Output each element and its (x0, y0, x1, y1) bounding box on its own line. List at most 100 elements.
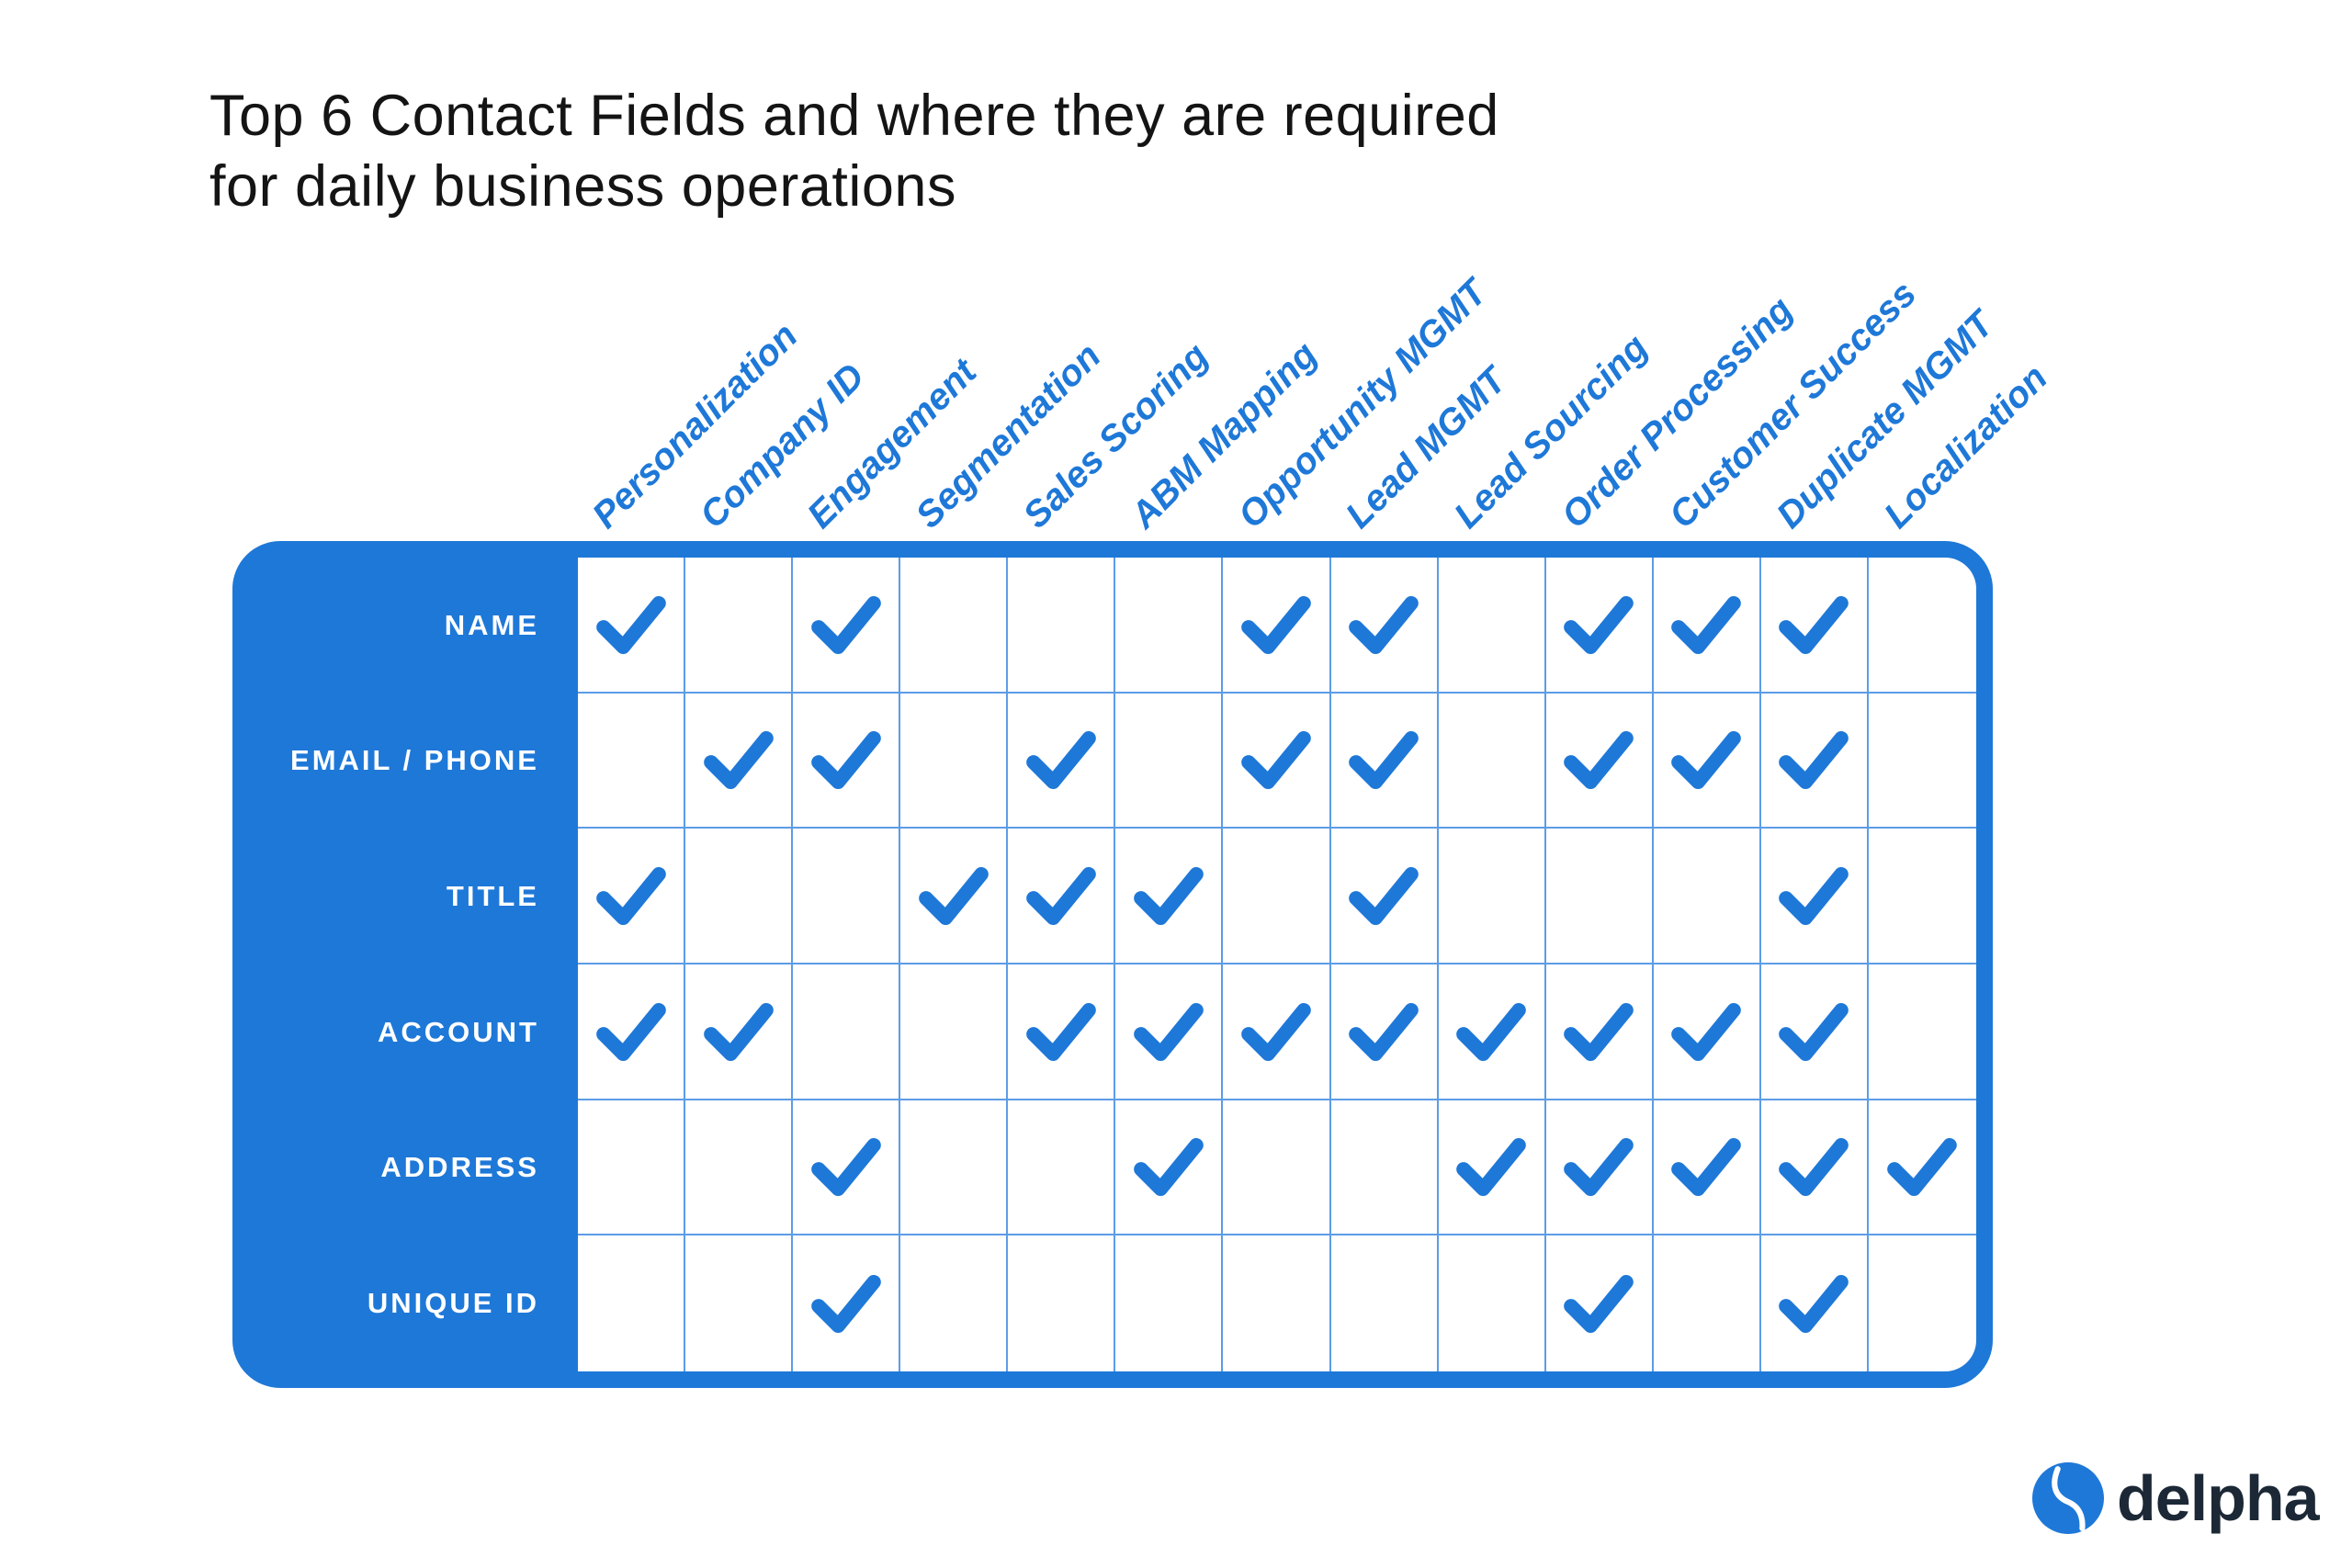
matrix-cell (1760, 964, 1869, 1100)
matrix-cell (1761, 1235, 1869, 1371)
check-icon (1779, 867, 1849, 926)
matrix-cell (793, 1235, 901, 1371)
column-header-sales-scoring: Sales Scoring (1015, 335, 1216, 536)
row-labels: NAME EMAIL / PHONE TITLE ACCOUNT ADDRESS UNIQ… (232, 558, 578, 1371)
check-icon (703, 1002, 774, 1061)
matrix-cell (1654, 1235, 1761, 1371)
column-header-lead-sourcing: Lead Sourcing (1446, 327, 1656, 536)
matrix-cell (1546, 1235, 1654, 1371)
matrix-cell (1438, 1100, 1546, 1236)
check-icon (1349, 867, 1419, 926)
matrix-cell (1868, 1100, 1976, 1236)
matrix-cell (1223, 1235, 1331, 1371)
check-icon (1564, 1002, 1634, 1061)
matrix-cell (1545, 829, 1654, 964)
matrix-cell (900, 829, 1009, 964)
check-icon (810, 595, 881, 654)
matrix-cell (1653, 964, 1761, 1100)
matrix-cell (1331, 1235, 1439, 1371)
matrix-cell (1760, 829, 1869, 964)
matrix-cell (1869, 1235, 1976, 1371)
page-title-line-1: Top 6 Contact Fields and where they are … (209, 84, 1499, 148)
matrix-cell (578, 829, 686, 964)
matrix-cell (1545, 558, 1654, 694)
matrix-cell (1008, 1235, 1116, 1371)
matrix-cell (1223, 1100, 1331, 1236)
matrix-cell (1760, 693, 1869, 829)
matrix-cell (685, 1100, 794, 1236)
check-icon (1349, 731, 1419, 790)
matrix-cell (1330, 1100, 1439, 1236)
matrix-cell (1760, 558, 1869, 694)
matrix-cell (900, 1100, 1009, 1236)
matrix-cell (1868, 964, 1976, 1100)
check-icon (1241, 1002, 1311, 1061)
check-icon (1456, 1138, 1526, 1197)
check-icon (595, 595, 666, 654)
matrix-cell (1868, 558, 1976, 694)
check-icon (1564, 731, 1634, 790)
matrix-cell (1438, 964, 1546, 1100)
check-icon (1026, 867, 1096, 926)
check-icon (1241, 595, 1311, 654)
matrix-grid (578, 558, 1976, 1371)
row-label-unique-id: UNIQUE ID (367, 1287, 539, 1320)
matrix-cell (1545, 693, 1654, 829)
check-icon (1671, 1138, 1742, 1197)
check-icon (1779, 1002, 1849, 1061)
check-icon (1671, 731, 1742, 790)
delpha-logo: delpha (2032, 1462, 2320, 1534)
matrix-cell (1653, 1100, 1761, 1236)
matrix-cell (685, 1235, 794, 1371)
check-icon (918, 867, 989, 926)
matrix-cell (578, 693, 686, 829)
matrix-cell (578, 558, 686, 694)
matrix-cell (1115, 829, 1224, 964)
matrix-cell (1115, 1235, 1224, 1371)
matrix-cell (1545, 964, 1654, 1100)
matrix-cell (1760, 1100, 1869, 1236)
matrix-cell (1439, 1235, 1546, 1371)
matrix-cell (1223, 829, 1331, 964)
matrix-cell (685, 964, 794, 1100)
check-icon (703, 731, 774, 790)
check-icon (595, 1002, 666, 1061)
matrix-cell (900, 693, 1009, 829)
matrix-cell (1868, 694, 1976, 829)
check-icon (1349, 595, 1419, 654)
column-header-segmentation: Segmentation (908, 335, 1109, 536)
matrix-cell (1223, 964, 1331, 1100)
matrix-cell (1438, 693, 1546, 829)
check-icon (810, 1275, 881, 1334)
matrix-cell (1008, 964, 1116, 1100)
matrix-cell (1008, 1100, 1116, 1236)
matrix-cell (685, 829, 794, 964)
check-icon (1564, 595, 1634, 654)
matrix-cell (1653, 829, 1761, 964)
row-label-address: ADDRESS (380, 1151, 539, 1184)
matrix-cell (1115, 1100, 1224, 1236)
matrix-cell (578, 1235, 686, 1371)
matrix-cell (578, 1100, 686, 1236)
matrix-cell (578, 964, 686, 1100)
row-label-account: ACCOUNT (378, 1015, 539, 1048)
matrix-cell (793, 693, 901, 829)
check-icon (1134, 1138, 1204, 1197)
matrix-cell (1115, 964, 1224, 1100)
matrix-cell (1330, 829, 1439, 964)
matrix-cell (1653, 693, 1761, 829)
check-icon (810, 1138, 881, 1197)
matrix-cell (1330, 964, 1439, 1100)
matrix-cell (793, 1100, 901, 1236)
matrix-cell (1223, 693, 1331, 829)
matrix-cell (900, 558, 1009, 694)
matrix-cell (685, 693, 794, 829)
matrix-cell (1330, 558, 1439, 694)
check-icon (1887, 1138, 1958, 1197)
matrix-cell (793, 558, 901, 694)
matrix-cell (1653, 558, 1761, 694)
matrix-cell (1438, 558, 1546, 694)
check-icon (1134, 867, 1204, 926)
matrix-cell (685, 558, 794, 694)
